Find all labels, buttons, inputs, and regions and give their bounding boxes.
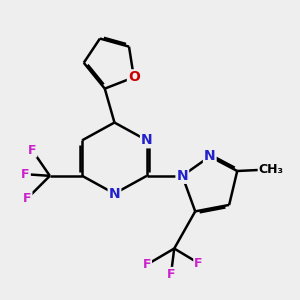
Text: F: F [142, 258, 151, 271]
Text: F: F [194, 256, 203, 270]
Text: CH₃: CH₃ [259, 163, 284, 176]
Text: F: F [23, 192, 32, 205]
Text: O: O [128, 70, 140, 84]
Text: N: N [204, 149, 216, 164]
Text: F: F [28, 143, 36, 157]
Text: N: N [109, 187, 120, 201]
Text: F: F [167, 268, 175, 281]
Text: N: N [141, 133, 153, 147]
Text: F: F [21, 168, 30, 181]
Text: N: N [176, 169, 188, 183]
